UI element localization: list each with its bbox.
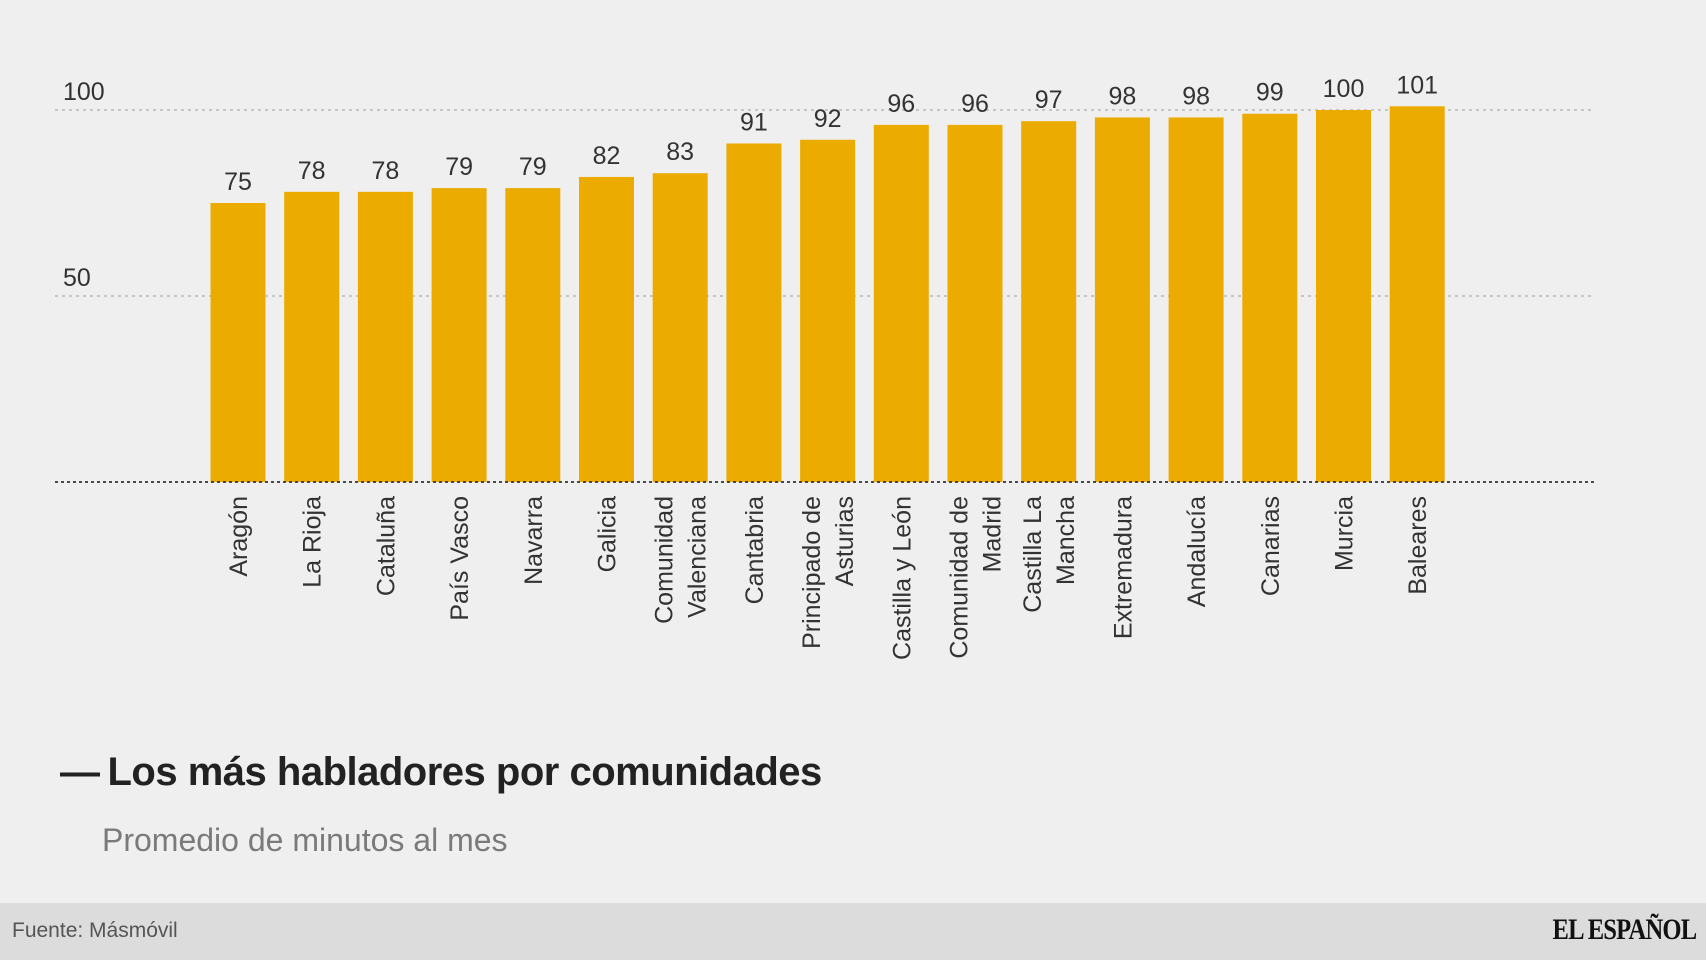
bar xyxy=(284,191,340,482)
bar-chart: 50 100 75 78 78 79 79 82 83 91 92 96 96 97 98 98 99 100 10… xyxy=(55,71,1595,660)
category-label: Valenciana xyxy=(684,496,712,618)
category-label: Aragón xyxy=(225,496,253,577)
bar-value-label: 79 xyxy=(519,153,547,181)
bar-value-label: 98 xyxy=(1182,82,1210,110)
category-label: Castilla y León xyxy=(888,496,916,660)
category-label: Cataluña xyxy=(372,496,400,596)
chart-svg: 50 100 75 78 78 79 79 82 83 91 92 96 96 97 98 98 99 100 10… xyxy=(55,71,1595,660)
category-label: Canarias xyxy=(1257,496,1285,596)
bar-value-label: 101 xyxy=(1396,71,1438,99)
category-label: Navarra xyxy=(520,496,548,585)
bar xyxy=(652,173,708,483)
category-label: Galicia xyxy=(594,496,622,573)
bar xyxy=(726,143,782,483)
brand-logo: EL ESPAÑOL xyxy=(1552,913,1697,946)
category-label: País Vasco xyxy=(446,496,474,621)
bar xyxy=(1021,121,1077,482)
bar-value-label: 79 xyxy=(445,153,473,181)
bar xyxy=(431,188,487,482)
category-label: Comunidad xyxy=(651,496,679,624)
category-label: Asturias xyxy=(831,496,859,586)
y-tick-label: 100 xyxy=(63,78,105,106)
bar xyxy=(357,191,413,482)
bar-value-label: 78 xyxy=(298,157,326,185)
chart-heading: — Los más habladores por comunidades xyxy=(60,750,822,795)
heading-dash: — xyxy=(60,750,100,794)
bar xyxy=(873,124,929,482)
chart-title: Los más habladores por comunidades xyxy=(107,750,823,794)
category-label: Madrid xyxy=(979,496,1007,572)
bar xyxy=(505,188,561,482)
bar-value-label: 97 xyxy=(1035,86,1063,114)
category-label: Cantabria xyxy=(741,496,769,604)
bar xyxy=(800,139,856,482)
bar xyxy=(1168,117,1224,482)
bar-value-label: 91 xyxy=(740,108,768,136)
bar-value-label: 78 xyxy=(371,157,399,185)
category-label: Principado de xyxy=(798,496,826,649)
category-label: Extremadura xyxy=(1109,496,1137,639)
chart-area: 50 100 75 78 78 79 79 82 83 91 92 96 96 97 98 98 99 100 10… xyxy=(55,71,1595,660)
category-label: La Rioja xyxy=(299,496,327,588)
bar xyxy=(1316,110,1371,482)
bar xyxy=(1389,106,1445,482)
bar xyxy=(1242,113,1298,482)
category-label: Baleares xyxy=(1404,496,1432,595)
source-credit: Fuente: Másmóvil xyxy=(12,919,178,942)
bar-value-label: 100 xyxy=(1323,75,1365,103)
bar-value-label: 98 xyxy=(1108,82,1136,110)
category-label: Comunidad de xyxy=(946,496,974,659)
category-label: Andalucía xyxy=(1183,496,1211,607)
bar xyxy=(579,176,634,482)
footer-bar: Fuente: Másmóvil EL ESPAÑOL xyxy=(0,903,1706,960)
bar xyxy=(947,124,1003,482)
bar-value-label: 96 xyxy=(961,90,989,118)
category-label: Mancha xyxy=(1052,496,1080,585)
bar-value-label: 75 xyxy=(224,168,252,196)
bar-value-label: 82 xyxy=(593,142,621,170)
bar xyxy=(1094,117,1150,482)
category-label: Castilla La xyxy=(1019,496,1047,613)
bar-value-label: 99 xyxy=(1256,79,1284,107)
bar-value-label: 83 xyxy=(666,138,694,166)
bar-value-label: 96 xyxy=(887,90,915,118)
bar-value-label: 92 xyxy=(814,105,842,133)
bar xyxy=(210,203,266,482)
chart-subtitle: Promedio de minutos al mes xyxy=(102,822,508,858)
y-tick-label: 50 xyxy=(63,264,91,292)
category-label: Murcia xyxy=(1331,496,1359,571)
